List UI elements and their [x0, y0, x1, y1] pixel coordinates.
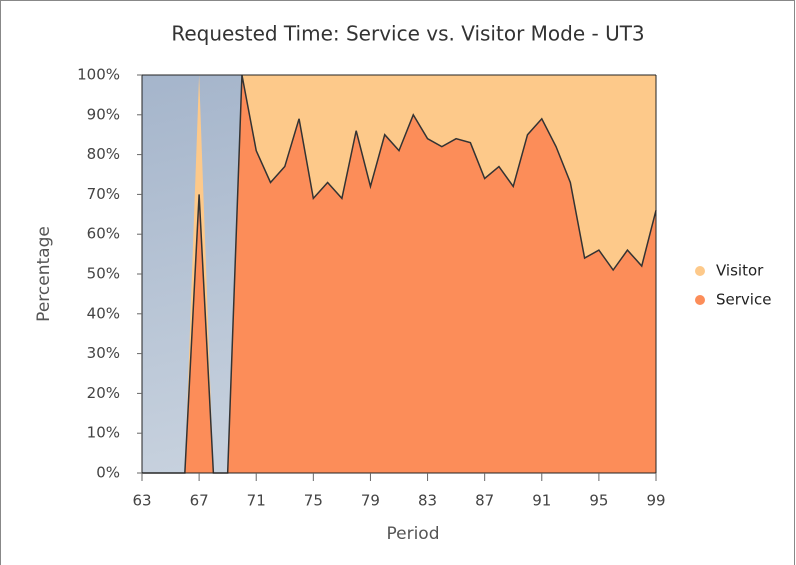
- y-tick-label: 10%: [87, 424, 120, 442]
- x-tick-label: 87: [475, 492, 494, 510]
- y-tick-label: 70%: [87, 185, 120, 203]
- y-tick-label: 40%: [87, 304, 120, 322]
- y-tick-label: 0%: [96, 464, 120, 482]
- x-tick-label: 91: [532, 492, 551, 510]
- x-tick-label: 67: [190, 492, 209, 510]
- y-tick-label: 50%: [87, 265, 120, 283]
- x-tick-label: 63: [132, 492, 151, 510]
- x-tick-label: 99: [646, 492, 665, 510]
- y-tick-label: 90%: [87, 105, 120, 123]
- x-tick-label: 95: [589, 492, 608, 510]
- y-tick-label: 60%: [87, 225, 120, 243]
- x-tick-label: 83: [418, 492, 437, 510]
- legend-label: Visitor: [716, 262, 764, 280]
- y-tick-label: 80%: [87, 145, 120, 163]
- x-tick-label: 75: [304, 492, 323, 510]
- y-tick-label: 100%: [77, 66, 120, 84]
- chart-title: Requested Time: Service vs. Visitor Mode…: [171, 22, 644, 46]
- area: [142, 75, 656, 473]
- x-tick-label: 71: [247, 492, 266, 510]
- x-axis-label: Period: [386, 524, 439, 544]
- y-tick-label: 30%: [87, 344, 120, 362]
- area: [142, 75, 656, 473]
- legend-marker: [695, 295, 705, 305]
- y-tick-label: 20%: [87, 384, 120, 402]
- legend-label: Service: [716, 291, 771, 309]
- y-axis-label: Percentage: [34, 226, 54, 322]
- legend-marker: [695, 266, 705, 276]
- x-tick-label: 79: [361, 492, 380, 510]
